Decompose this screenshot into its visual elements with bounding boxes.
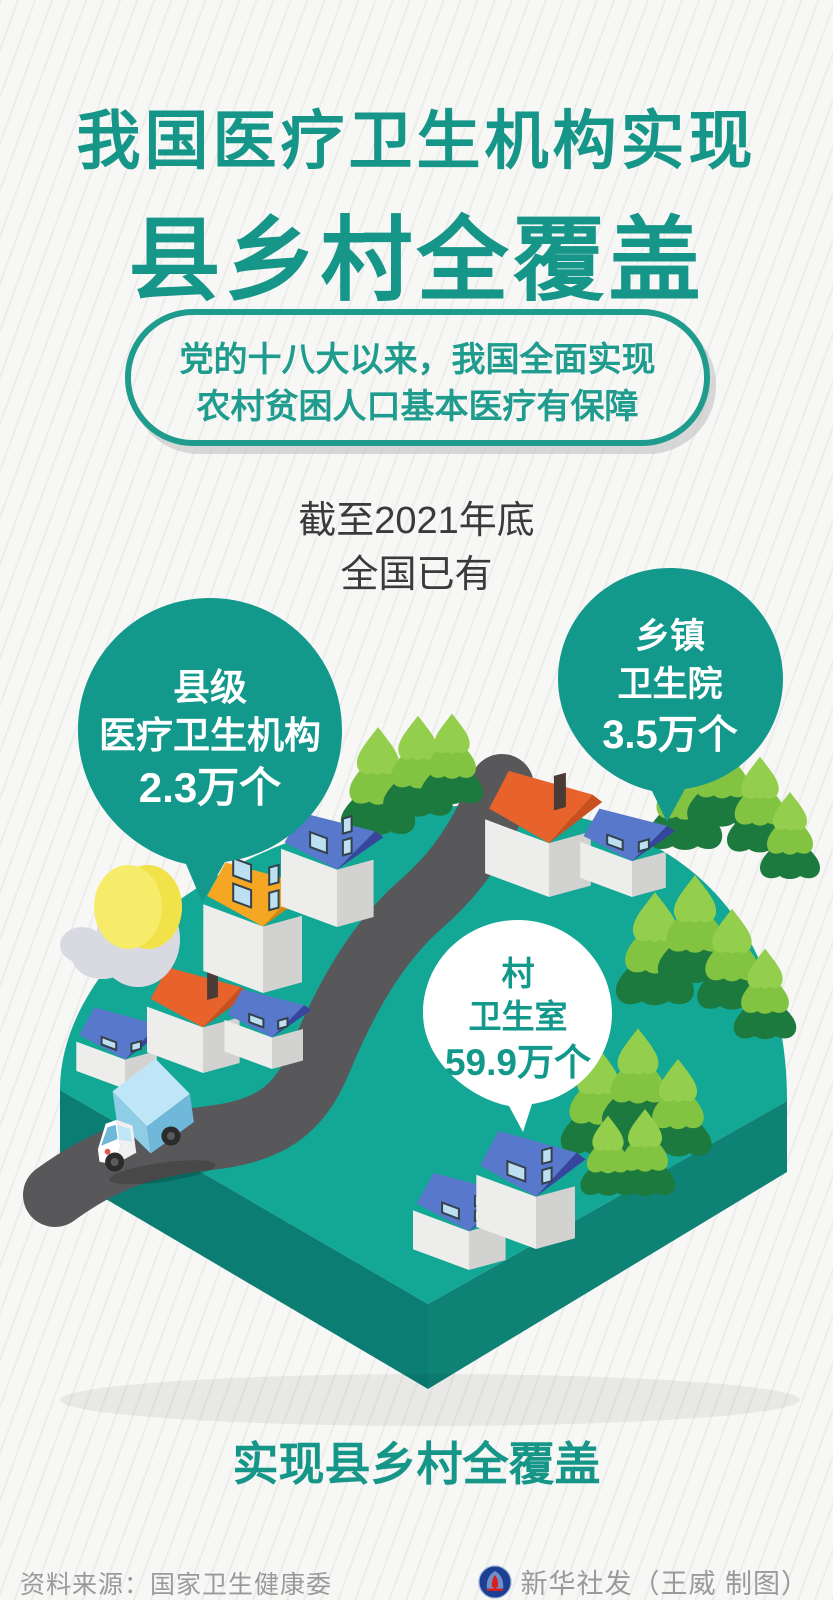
svg-text:59.9万个: 59.9万个 [445, 1042, 591, 1083]
svg-text:卫生院: 卫生院 [617, 665, 722, 704]
svg-text:村: 村 [502, 955, 535, 992]
svg-text:医疗卫生机构: 医疗卫生机构 [99, 715, 321, 756]
svg-text:县级: 县级 [173, 667, 247, 708]
svg-text:3.5万个: 3.5万个 [602, 713, 738, 757]
svg-text:卫生室: 卫生室 [469, 998, 568, 1035]
svg-text:2.3万个: 2.3万个 [139, 764, 281, 811]
svg-text:乡镇: 乡镇 [635, 617, 705, 656]
